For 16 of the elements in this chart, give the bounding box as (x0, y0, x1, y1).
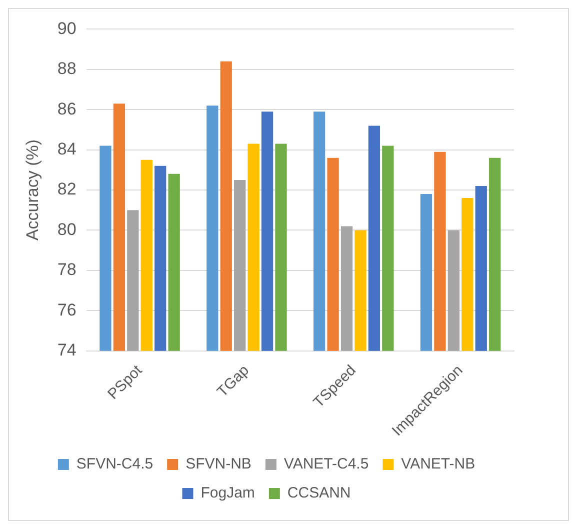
y-tick-label: 74 (57, 340, 76, 360)
legend-label: VANET-NB (401, 456, 476, 473)
y-tick-label: 88 (57, 59, 76, 78)
legend-label: FogJam (200, 484, 255, 502)
y-tick-label: 90 (57, 18, 76, 38)
y-tick-label: 76 (57, 300, 76, 320)
y-tick-label: 82 (57, 180, 76, 199)
y-tick-label: 80 (57, 220, 76, 239)
y-tick-label: 86 (57, 99, 76, 118)
legend-label: CCSANN (287, 484, 351, 502)
y-tick-label: 78 (57, 260, 76, 280)
y-tick-label: 84 (57, 140, 76, 158)
legend-label: SFVN-C4.5 (76, 456, 154, 473)
y-axis-title: Accuracy (%) (22, 139, 42, 241)
legend-label: SFVN-NB (186, 456, 252, 473)
legend-label: VANET-C4.5 (284, 456, 369, 473)
